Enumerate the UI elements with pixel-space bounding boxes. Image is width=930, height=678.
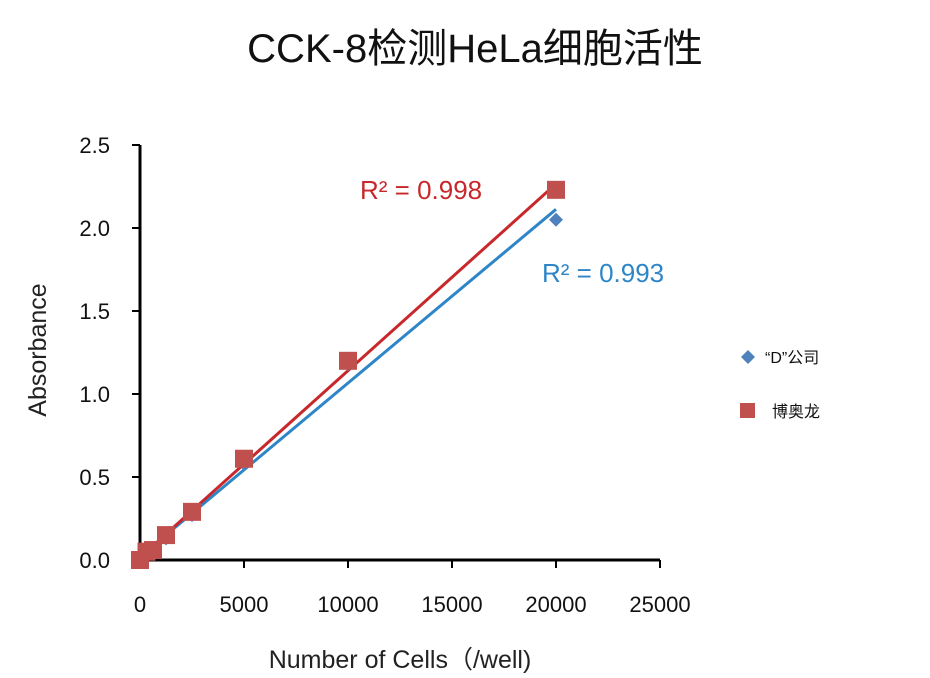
x-tick-label: 5000: [220, 592, 269, 617]
data-point-square: [235, 449, 253, 468]
data-point-square: [547, 180, 565, 199]
x-axis-label: Number of Cells（/well): [269, 646, 532, 674]
x-tick-label: 10000: [317, 592, 378, 617]
legend-marker-square-icon: [740, 403, 755, 418]
legend-marker-diamond-icon: [741, 350, 755, 364]
x-tick-label: 0: [134, 592, 146, 617]
data-point-square: [339, 351, 357, 370]
trendline-d-company: [139, 208, 557, 558]
legend-label-d-company: “D”公司: [765, 350, 819, 367]
data-point-diamond: [549, 212, 563, 227]
chart-title: CCK-8检测HeLa细胞活性: [247, 27, 703, 71]
y-tick-label: 1.0: [79, 382, 110, 407]
y-tick-label: 2.5: [79, 133, 110, 158]
x-tick-label: 25000: [629, 592, 690, 617]
x-tick-label: 15000: [421, 592, 482, 617]
y-tick-label: 0.0: [79, 548, 110, 573]
x-tick-label: 20000: [525, 592, 586, 617]
y-tick-label: 0.5: [79, 465, 110, 490]
y-axis-label: Absorbance: [24, 283, 52, 416]
data-point-square: [144, 541, 162, 560]
y-tick-label: 2.0: [79, 216, 110, 241]
legend: “D”公司 博奥龙: [740, 350, 820, 421]
r2-label-d-company: R² = 0.993: [542, 258, 664, 288]
legend-label-boaolong: 博奥龙: [772, 403, 820, 421]
r2-label-boaolong: R² = 0.998: [360, 175, 482, 205]
y-tick-label: 1.5: [79, 299, 110, 324]
data-point-square: [157, 526, 175, 545]
data-point-square: [183, 502, 201, 521]
